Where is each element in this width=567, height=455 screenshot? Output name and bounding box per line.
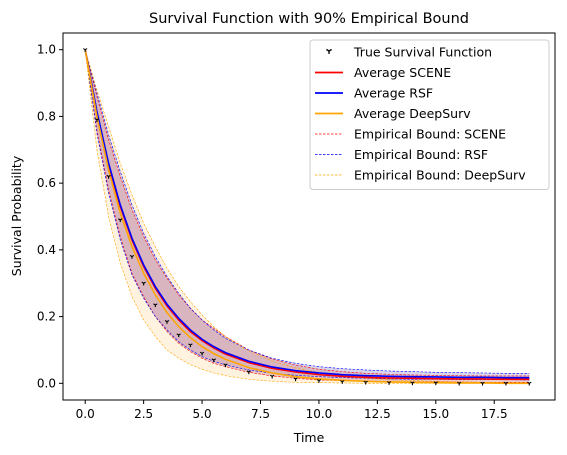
legend-item-empirical-bound-rsf: Empirical Bound: RSF — [315, 147, 488, 162]
legend-label: True Survival Function — [353, 45, 492, 60]
legend-item-average-deepsurv: Average DeepSurv — [315, 106, 471, 121]
y-axis: 0.0 0.2 0.4 0.6 0.8 1.0 — [37, 43, 63, 390]
true-survival-point — [118, 218, 123, 223]
legend-item-average-scene: Average SCENE — [315, 65, 451, 80]
chart-title: Survival Function with 90% Empirical Bou… — [149, 11, 469, 27]
x-axis-label: Time — [293, 430, 325, 445]
true-survival-point — [363, 380, 368, 385]
true-survival-point — [410, 381, 415, 386]
true-survival-point — [176, 333, 181, 338]
legend-box — [309, 39, 550, 190]
true-survival-point — [188, 343, 193, 348]
true-survival-point — [199, 351, 205, 356]
true-survival-point — [433, 381, 438, 386]
plot-area — [83, 48, 532, 386]
true-survival-point — [456, 381, 462, 386]
y-axis-label: Survival Probability — [9, 155, 24, 276]
legend-label: Empirical Bound: SCENE — [354, 127, 506, 142]
legend-label: Average DeepSurv — [354, 106, 471, 121]
y-tick-label: 0.8 — [37, 109, 56, 123]
true-survival-point — [223, 363, 228, 368]
y-tick-label: 0.2 — [37, 310, 56, 324]
true-survival-point — [316, 379, 322, 383]
true-survival-point — [129, 254, 135, 259]
x-tick-label: 12.5 — [364, 407, 391, 421]
true-survival-point — [141, 281, 146, 286]
true-survival-point — [340, 380, 345, 384]
legend-label: Average SCENE — [354, 65, 451, 80]
series-line-average-deepsurv — [84, 49, 530, 385]
x-tick-label: 10.0 — [306, 407, 333, 421]
legend-item-empirical-bound-scene: Empirical Bound: SCENE — [315, 127, 506, 142]
band-upper-empirical-bound-scene — [84, 49, 530, 377]
series-line-average-rsf — [84, 49, 530, 379]
true-survival-point — [527, 381, 532, 386]
true-survival-point — [246, 370, 252, 375]
x-tick-label: 17.5 — [481, 407, 508, 421]
true-survival-point — [153, 303, 158, 308]
true-survival-point — [83, 48, 88, 52]
x-tick-label: 5.0 — [193, 407, 212, 421]
true-survival-point — [480, 381, 485, 386]
legend-item-true-survival-function: True Survival Function — [326, 45, 492, 60]
y-tick-label: 0.0 — [37, 376, 56, 390]
y-tick-label: 1.0 — [37, 43, 56, 57]
y-tick-label: 0.6 — [37, 176, 56, 190]
legend-item-average-rsf: Average RSF — [315, 86, 433, 101]
true-survival-point — [164, 320, 170, 324]
legend-label: Average RSF — [354, 86, 433, 101]
true-survival-point — [211, 358, 216, 363]
legend: True Survival Function Average SCENE Avera… — [309, 39, 550, 190]
x-tick-label: 7.5 — [251, 407, 270, 421]
true-survival-point — [106, 174, 111, 179]
plot-frame — [62, 32, 556, 401]
x-tick-label: 15.0 — [422, 407, 449, 421]
x-tick-label: 0.0 — [76, 407, 95, 421]
band-lower-empirical-bound-deepsurv — [84, 49, 530, 384]
true-survival-point — [503, 381, 509, 386]
legend-label: Empirical Bound: RSF — [354, 147, 488, 162]
true-survival-point — [386, 381, 392, 385]
true-survival-point — [269, 374, 275, 379]
y-tick-label: 0.4 — [37, 243, 56, 257]
legend-label: Empirical Bound: DeepSurv — [354, 168, 526, 183]
legend-item-empirical-bound-deepsurv: Empirical Bound: DeepSurv — [315, 168, 526, 183]
x-axis: 0.0 2.5 5.0 7.5 10.0 12.5 15.0 17.5 — [76, 400, 508, 421]
band-upper-empirical-bound-deepsurv — [84, 49, 530, 383]
true-survival-point — [293, 377, 298, 382]
x-tick-label: 2.5 — [134, 407, 153, 421]
true-survival-point — [94, 118, 100, 122]
